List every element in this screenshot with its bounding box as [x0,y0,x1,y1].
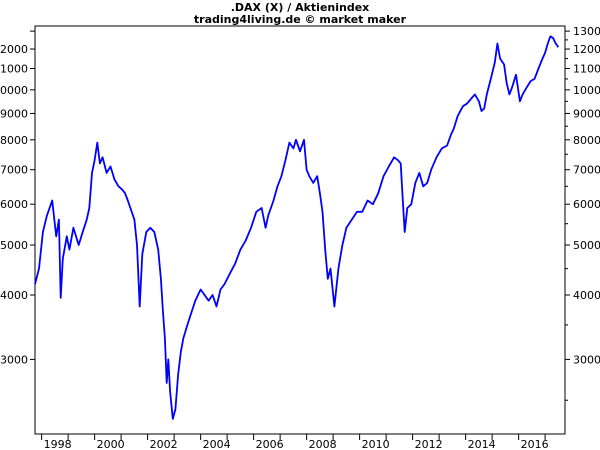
axis-ticks [30,30,570,440]
y-tick-label-left: 4000 [0,289,28,302]
y-tick-label-left: 9000 [0,107,28,120]
y-tick-label-right: 8000 [573,134,600,147]
y-tick-label-right: 9000 [573,107,600,120]
plot-frame [34,25,566,435]
x-tick-label: 2000 [97,438,125,450]
y-tick-label-left: 7000 [0,164,28,177]
y-tick-label-left: 10000 [0,84,28,97]
y-tick-label-right: 13000 [573,25,600,38]
x-tick-label: 2006 [256,438,284,450]
y-tick-label-right: 7000 [573,164,600,177]
y-tick-label-left: 3000 [0,353,28,366]
x-tick-label: 2016 [521,438,549,450]
x-tick-label: 2004 [203,438,231,450]
y-tick-label-right: 4000 [573,289,600,302]
x-tick-label: 1998 [44,438,72,450]
chart-title: .DAX (X) / Aktienindex [230,1,370,14]
y-tick-label-right: 5000 [573,239,600,252]
x-tick-label: 2008 [309,438,337,450]
y-tick-label-right: 6000 [573,198,600,211]
dax-price-line [34,35,560,420]
y-tick-label-right: 3000 [573,353,600,366]
y-tick-label-right: 11000 [573,63,600,76]
y-tick-label-right: 12000 [573,43,600,56]
axis-labels: 3000 4000 5000 6000 7000 8000 9000 10000 11000 12… [0,25,600,450]
y-tick-label-left: 12000 [0,43,28,56]
y-tick-label-left: 6000 [0,198,28,211]
chart-subtitle: trading4living.de © market maker [193,13,407,26]
x-tick-label: 2014 [468,438,496,450]
y-tick-label-left: 11000 [0,63,28,76]
x-tick-label: 2010 [362,438,390,450]
y-tick-label-left: 8000 [0,134,28,147]
x-tick-label: 2002 [150,438,178,450]
y-tick-label-right: 10000 [573,84,600,97]
x-tick-label: 2012 [415,438,443,450]
y-tick-label-left: 5000 [0,239,28,252]
